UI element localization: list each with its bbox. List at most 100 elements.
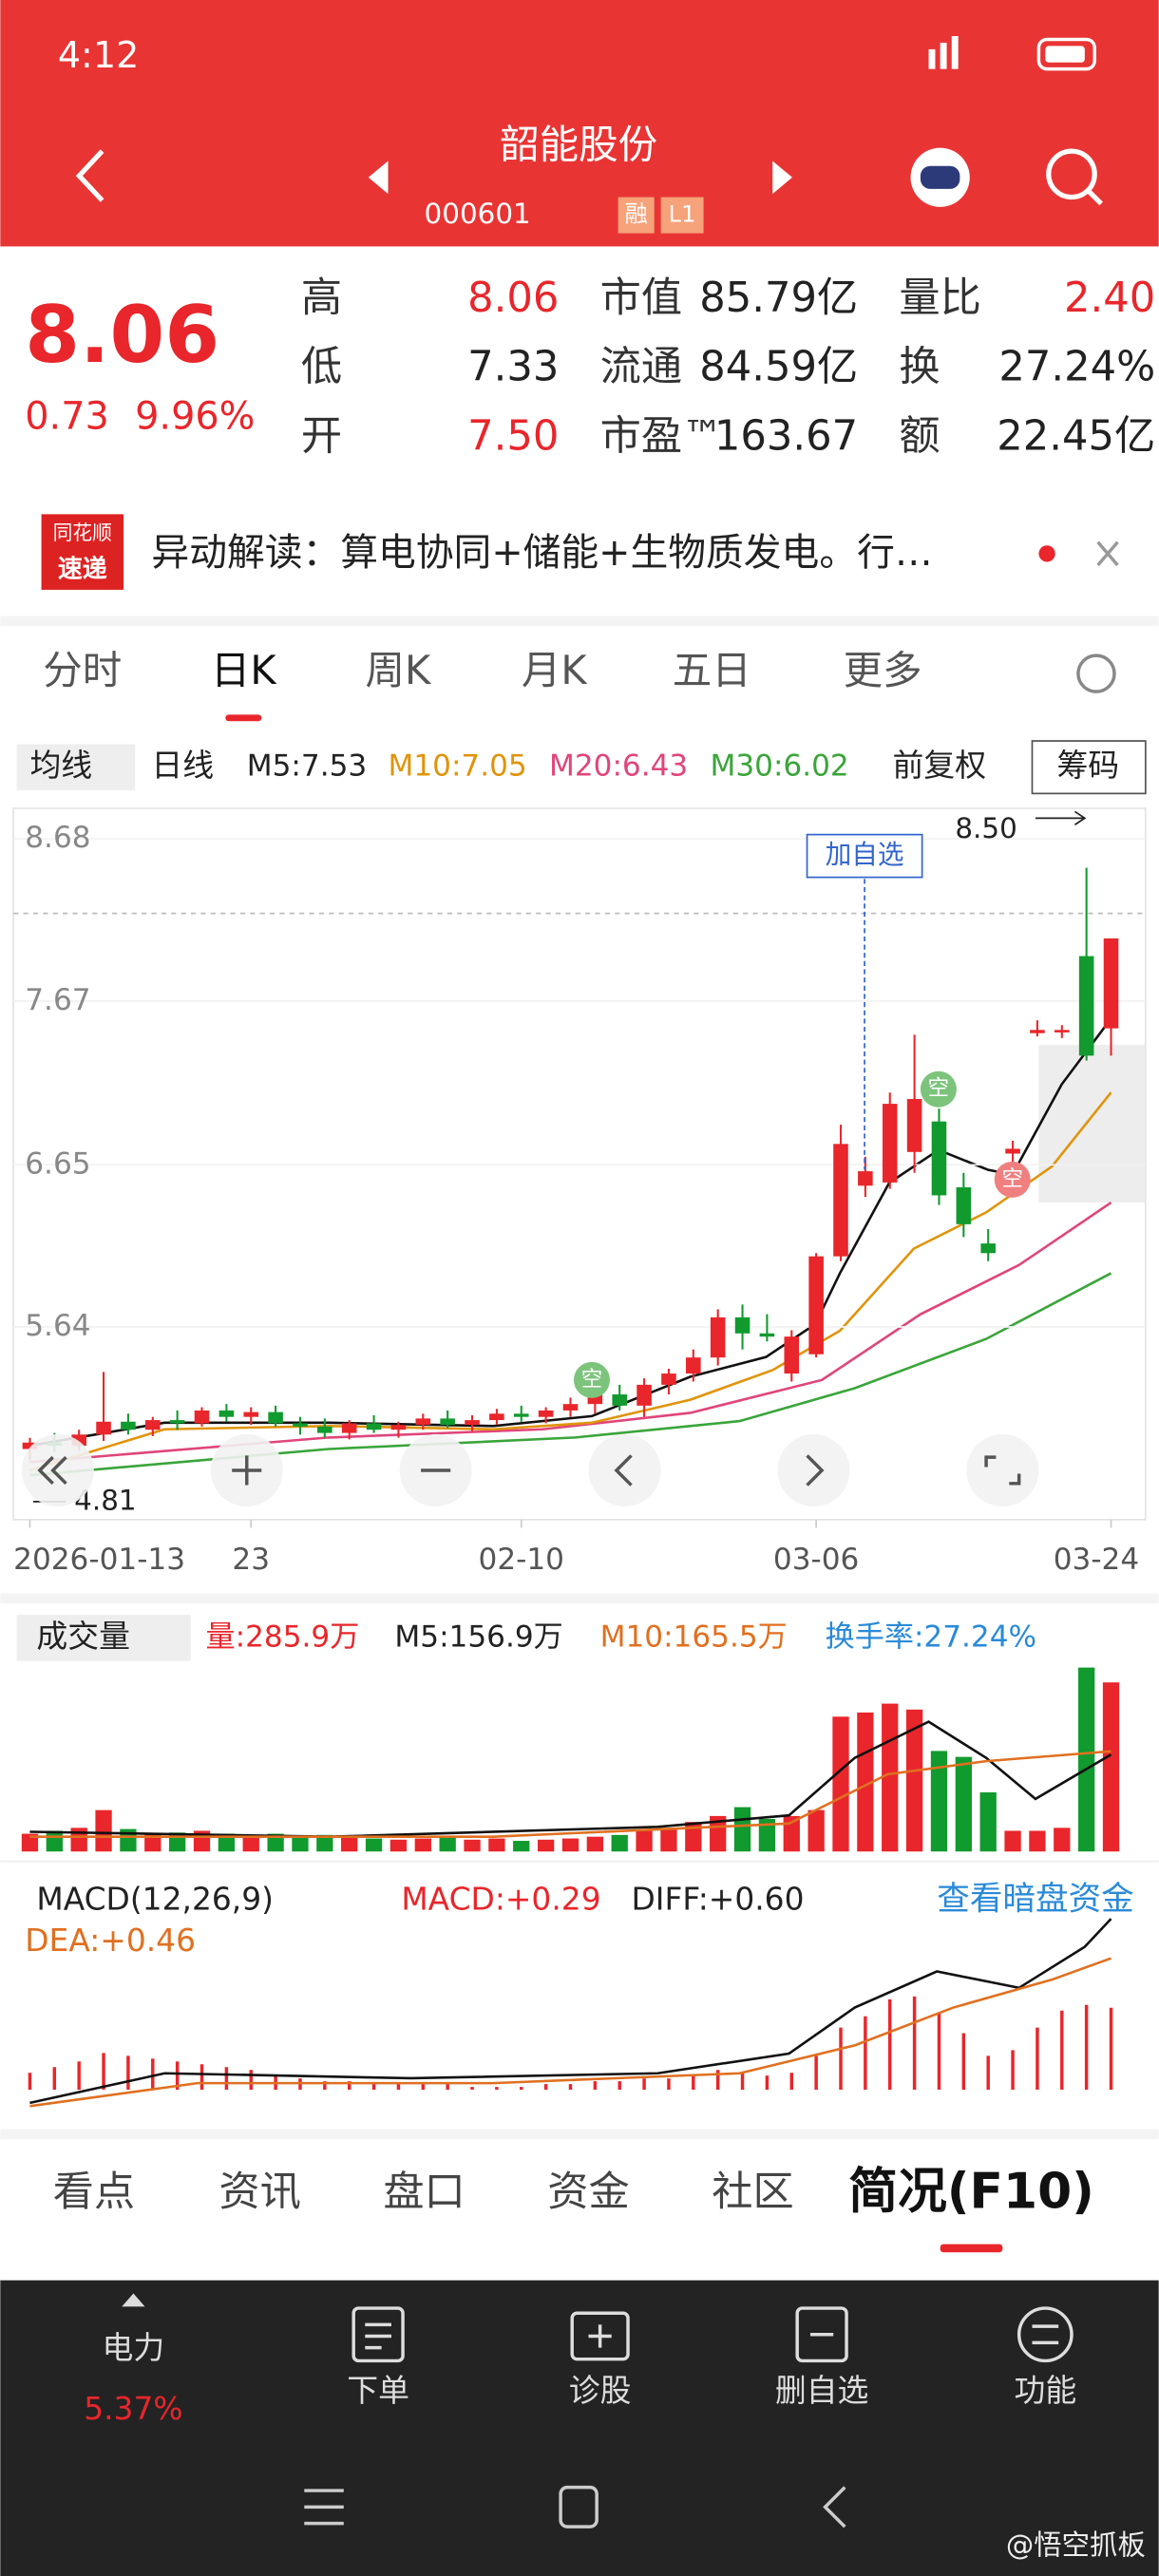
volume-title[interactable]: 成交量 xyxy=(36,1618,130,1655)
close-news[interactable] xyxy=(1096,540,1119,567)
footer-button[interactable]: 功能 xyxy=(1014,2372,1076,2409)
volume-bar xyxy=(1078,1667,1095,1852)
volume-bar xyxy=(882,1703,899,1852)
volume-bar xyxy=(390,1839,408,1852)
volume-bar xyxy=(414,1838,431,1852)
volume-bar xyxy=(365,1838,383,1852)
tag: 融 xyxy=(625,201,648,228)
volume-bar xyxy=(267,1833,284,1852)
separator xyxy=(0,1593,1159,1604)
add-tag-box xyxy=(806,833,923,879)
stock-code: 000601 xyxy=(425,198,531,230)
volume-bar xyxy=(537,1839,555,1852)
volume-bar xyxy=(144,1833,162,1852)
adjust[interactable]: 前复权 xyxy=(892,747,986,784)
volume-bar xyxy=(857,1712,874,1852)
footer-bg xyxy=(0,2280,1159,2576)
volume-selector-bg[interactable] xyxy=(16,1615,191,1661)
bottom-tab[interactable]: 资讯 xyxy=(218,2169,300,2216)
footer-button[interactable]: 删自选 xyxy=(775,2372,869,2409)
news-logo xyxy=(41,514,124,590)
high-arrow xyxy=(1035,810,1087,825)
ctrl-left[interactable] xyxy=(588,1433,661,1507)
kline: 8.68 7.67 6.65 5.64 xyxy=(13,821,1146,1461)
candle-body xyxy=(956,1186,972,1224)
stat-value: 8.06 xyxy=(467,275,559,322)
candle-body xyxy=(562,1404,579,1411)
candle-body xyxy=(1030,1030,1045,1033)
period-tab[interactable]: 月K xyxy=(522,647,589,693)
chart-controls xyxy=(21,1433,1039,1507)
macd-item: MACD:+0.29 xyxy=(401,1881,600,1918)
search-icon[interactable] xyxy=(1046,148,1097,200)
highlight-zone xyxy=(1038,1045,1146,1203)
candle-body xyxy=(317,1426,332,1433)
ma-item: M5:7.53 xyxy=(247,749,367,784)
macd-title[interactable]: MACD(12,26,9) xyxy=(36,1881,274,1918)
x-tick-label: 23 xyxy=(232,1543,270,1577)
ctrl-first[interactable] xyxy=(21,1433,94,1507)
candle-body xyxy=(22,1442,38,1449)
candle-body xyxy=(1005,1148,1020,1154)
candle-body xyxy=(882,1104,898,1183)
tag-bg xyxy=(660,197,704,234)
prev-stock[interactable] xyxy=(368,161,389,195)
chips-label[interactable]: 筹码 xyxy=(1056,747,1119,784)
volume-bar xyxy=(955,1756,972,1852)
volume-bar xyxy=(513,1841,530,1852)
bottom-tab[interactable]: 社区 xyxy=(712,2169,793,2216)
macd-item: DEA:+0.46 xyxy=(25,1922,196,1959)
bottom-tab[interactable]: 盘口 xyxy=(383,2169,465,2216)
volume-bar xyxy=(733,1807,751,1852)
volume-bar xyxy=(979,1791,997,1852)
candle-body xyxy=(194,1410,210,1424)
stock-name: 韶能股份 xyxy=(500,122,657,168)
marker-bg xyxy=(920,1070,957,1108)
sector[interactable]: 电力 xyxy=(103,2329,165,2366)
news-text[interactable]: 异动解读：算电协同+储能+生物质发电。行… xyxy=(151,531,932,575)
stat-value: 7.50 xyxy=(467,412,559,460)
candle-body xyxy=(906,1099,922,1152)
candle-body xyxy=(710,1316,726,1358)
marker: 空 xyxy=(928,1076,949,1101)
period-tab[interactable]: 分时 xyxy=(43,647,122,693)
period-tab[interactable]: 日K xyxy=(211,647,278,693)
bottom-tab[interactable]: 看点 xyxy=(53,2169,135,2216)
ctrl-fullscreen[interactable] xyxy=(966,1433,1039,1507)
stat-label: 流通 xyxy=(600,344,682,391)
bottom-tab[interactable]: 简况(F10) xyxy=(848,2164,1094,2221)
back-button[interactable] xyxy=(75,149,104,202)
settings-icon[interactable] xyxy=(1076,653,1116,693)
bottom-tabs: 看点 资讯 盘口 资金 社区 简况(F10) xyxy=(53,2164,1094,2221)
ma-item: M30:6.02 xyxy=(711,749,849,784)
x-tick-label: 03-24 xyxy=(1054,1543,1139,1577)
bottom-tab[interactable]: 资金 xyxy=(547,2169,629,2216)
candle-body xyxy=(636,1384,652,1406)
volume-bar xyxy=(21,1833,39,1852)
period-tab[interactable]: 周K xyxy=(366,647,433,693)
next-stock[interactable] xyxy=(772,161,792,195)
ma-selector[interactable]: 均线 xyxy=(29,747,92,784)
expand-icon[interactable] xyxy=(122,2293,145,2307)
search-handle xyxy=(1086,188,1103,206)
period-tab[interactable]: 五日 xyxy=(673,647,751,693)
volume-bar xyxy=(242,1834,259,1852)
chips-button[interactable] xyxy=(1031,740,1147,795)
volume-bar xyxy=(930,1751,948,1852)
candle-body xyxy=(808,1256,824,1354)
ma-item: M10:7.05 xyxy=(389,749,527,784)
candle-body xyxy=(243,1411,259,1417)
candle-body xyxy=(440,1418,455,1426)
ctrl-right[interactable] xyxy=(777,1433,850,1507)
period-tab[interactable]: 更多 xyxy=(844,647,922,693)
footer-button[interactable]: 下单 xyxy=(347,2372,409,2409)
volume-bar xyxy=(488,1838,505,1852)
y-tick-label: 6.65 xyxy=(25,1146,90,1181)
footer-button[interactable]: 诊股 xyxy=(569,2372,632,2409)
ma-selector-bg[interactable] xyxy=(16,744,136,790)
candle-body xyxy=(686,1357,701,1374)
macd-link[interactable]: 查看暗盘资金 xyxy=(937,1881,1133,1919)
dea-line xyxy=(29,1957,1112,2108)
